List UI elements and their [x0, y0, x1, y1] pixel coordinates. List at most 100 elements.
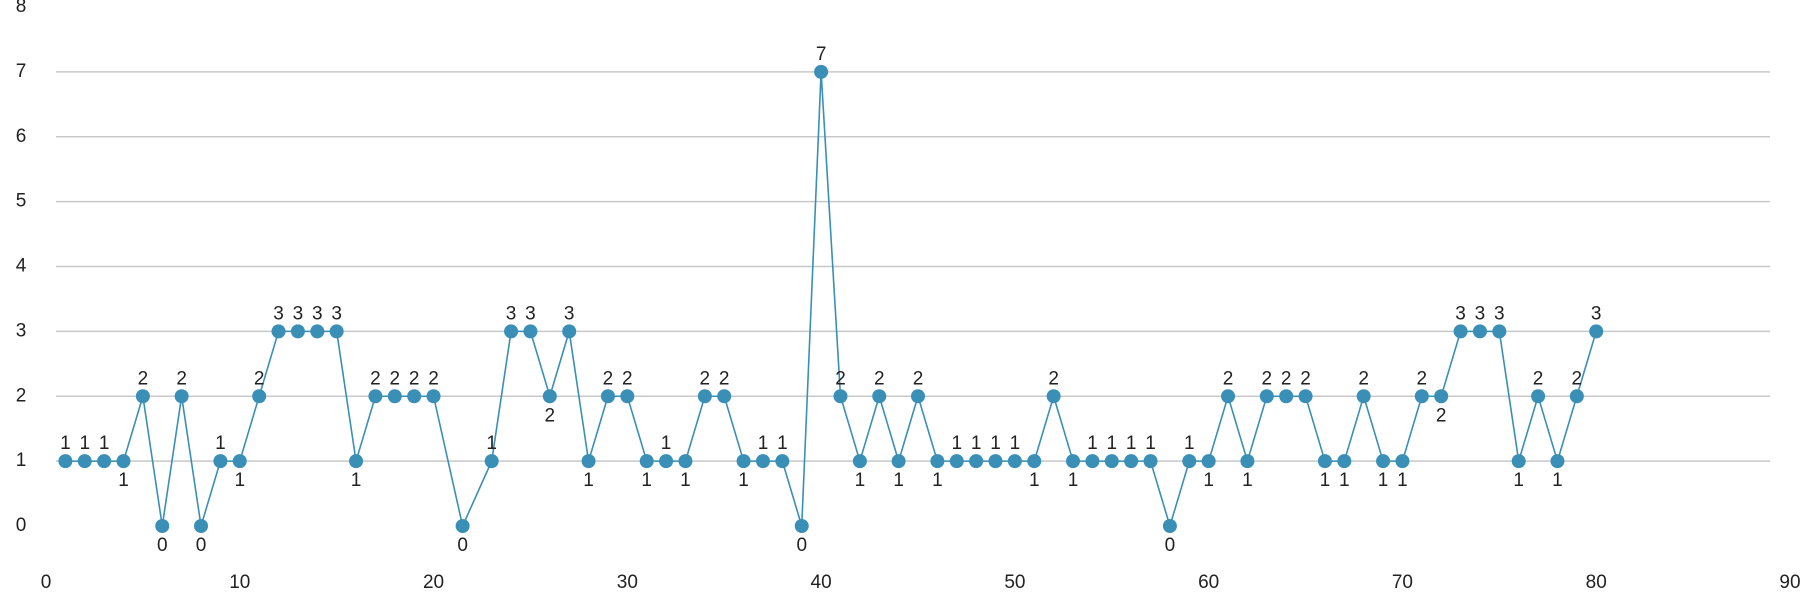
point — [213, 454, 228, 469]
data-label: 2 — [603, 368, 614, 389]
point — [58, 454, 73, 469]
data-label: 2 — [1281, 368, 1292, 389]
x-tick-label: 90 — [1779, 572, 1800, 593]
data-label: 1 — [1552, 470, 1563, 491]
x-tick-label: 80 — [1586, 572, 1607, 593]
data-label: 2 — [138, 368, 149, 389]
data-label: 2 — [622, 368, 633, 389]
y-tick-label: 6 — [16, 126, 27, 147]
data-label: 2 — [370, 368, 381, 389]
point — [562, 324, 577, 339]
data-label: 1 — [1029, 470, 1040, 491]
point — [1162, 519, 1177, 533]
point — [155, 519, 170, 533]
point — [988, 454, 1003, 469]
data-label: 1 — [1010, 433, 1021, 454]
point — [1337, 454, 1352, 469]
point — [891, 454, 906, 469]
data-label: 2 — [1300, 368, 1311, 389]
point — [484, 454, 499, 469]
data-label: 2 — [1262, 368, 1273, 389]
data-label: 2 — [835, 368, 846, 389]
data-label: 1 — [1126, 433, 1137, 454]
data-label: 1 — [1184, 433, 1195, 454]
data-label: 0 — [457, 535, 468, 556]
point — [911, 389, 925, 404]
point — [794, 519, 809, 533]
point — [678, 454, 693, 469]
y-tick-label: 7 — [16, 61, 27, 82]
data-label: 2 — [1417, 368, 1428, 389]
data-label: 3 — [1494, 303, 1505, 324]
y-tick-label: 0 — [16, 515, 27, 536]
point — [1046, 389, 1061, 404]
point — [1569, 389, 1584, 404]
point — [426, 389, 441, 404]
data-label: 2 — [874, 368, 885, 389]
data-label: 1 — [60, 433, 71, 454]
point — [717, 389, 732, 404]
point — [833, 389, 848, 404]
point — [1221, 389, 1236, 404]
point — [1531, 389, 1546, 404]
data-label: 3 — [525, 303, 536, 324]
point — [1511, 454, 1526, 469]
data-label: 2 — [719, 368, 730, 389]
point — [329, 324, 344, 339]
point — [1066, 454, 1081, 469]
point — [368, 389, 383, 404]
data-label: 0 — [157, 535, 168, 556]
point — [523, 324, 538, 339]
data-label: 2 — [1533, 368, 1544, 389]
point — [697, 389, 712, 404]
data-label: 2 — [1358, 368, 1369, 389]
point — [407, 389, 422, 404]
data-label: 2 — [1436, 405, 1447, 426]
point — [872, 389, 887, 404]
point — [755, 454, 770, 469]
data-label: 2 — [545, 405, 556, 426]
point — [1453, 324, 1468, 339]
point — [455, 519, 470, 533]
point — [97, 454, 112, 469]
point — [1085, 454, 1100, 469]
point — [387, 389, 402, 404]
data-label: 3 — [1591, 303, 1602, 324]
data-label: 1 — [1339, 470, 1350, 491]
data-label: 2 — [1223, 368, 1234, 389]
data-label: 3 — [506, 303, 517, 324]
data-label: 1 — [1145, 433, 1156, 454]
point — [232, 454, 247, 469]
point — [1143, 454, 1158, 469]
data-label: 1 — [1397, 470, 1408, 491]
data-label: 1 — [990, 433, 1001, 454]
data-label: 1 — [1203, 470, 1214, 491]
point — [1589, 324, 1604, 339]
data-label: 1 — [583, 470, 594, 491]
data-label: 1 — [1242, 470, 1253, 491]
point — [542, 389, 557, 404]
data-label: 1 — [1068, 470, 1079, 491]
point — [504, 324, 519, 339]
data-label: 3 — [1475, 303, 1486, 324]
point — [1550, 454, 1565, 469]
data-label: 0 — [196, 535, 207, 556]
y-tick-label: 1 — [16, 450, 27, 471]
data-label: 1 — [1106, 433, 1117, 454]
data-label: 1 — [777, 433, 788, 454]
point — [1124, 454, 1139, 469]
x-tick-label: 20 — [423, 572, 444, 593]
point — [639, 454, 654, 469]
y-tick-label: 3 — [16, 320, 27, 341]
data-label: 1 — [758, 433, 769, 454]
y-tick-label: 8 — [16, 0, 27, 17]
point — [271, 324, 286, 339]
point — [1279, 389, 1294, 404]
data-label: 2 — [913, 368, 924, 389]
data-label: 7 — [816, 44, 827, 65]
y-tick-label: 4 — [16, 256, 27, 277]
data-label: 1 — [234, 470, 245, 491]
point — [349, 454, 364, 469]
data-label: 1 — [738, 470, 749, 491]
data-label: 1 — [641, 470, 652, 491]
